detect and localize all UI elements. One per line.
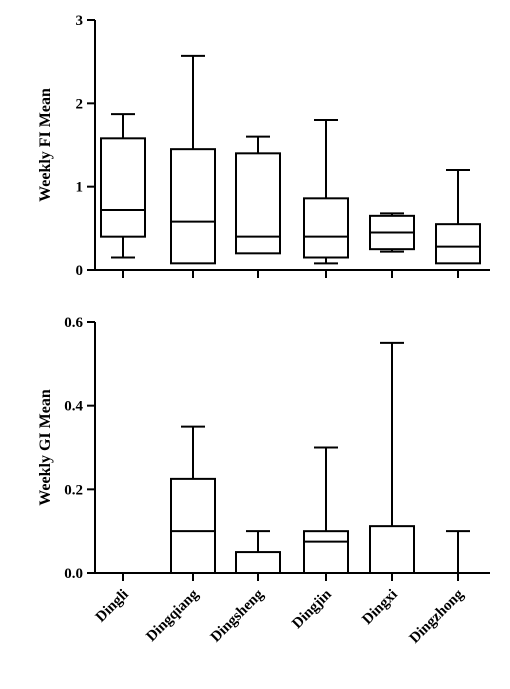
- panel1-y-tick-label: 3: [76, 13, 84, 29]
- panel1-box: [435, 223, 481, 265]
- panel2-y-tick-label: 0.0: [64, 566, 83, 582]
- panel1-y-axis-label: Weekly FI Mean: [37, 88, 54, 202]
- panel1-y-tick-label: 1: [76, 180, 84, 196]
- panel1-box: [100, 137, 146, 238]
- panel1-y-tick-label: 0: [76, 263, 84, 279]
- panel2-y-tick-label: 0.2: [64, 482, 83, 498]
- panel1-box: [170, 148, 216, 265]
- panel2-y-tick-label: 0.6: [64, 315, 83, 331]
- panel2-box: [369, 525, 415, 574]
- panel2-box: [303, 530, 349, 575]
- panel1-box: [235, 152, 281, 255]
- panel2-box: [170, 477, 216, 574]
- category-label: Dingzhong: [407, 586, 468, 647]
- panel2-y-tick-label: 0.4: [64, 399, 83, 415]
- panel2-y-axis-label: Weekly GI Mean: [37, 389, 54, 506]
- category-label: Dingjin: [289, 586, 335, 632]
- category-label: Dingli: [93, 587, 132, 626]
- panel1-box: [303, 197, 349, 259]
- category-label: Dingqiang: [143, 586, 202, 645]
- category-label: Dingxi: [359, 587, 400, 628]
- panel1-y-tick-label: 2: [76, 96, 84, 112]
- panel2-box: [235, 551, 281, 574]
- category-label: Dingsheng: [208, 586, 267, 645]
